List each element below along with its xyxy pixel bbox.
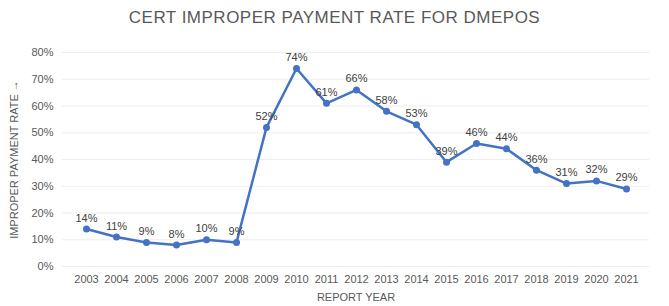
svg-text:2009: 2009 [254,273,278,285]
svg-text:2003: 2003 [74,273,98,285]
svg-text:2010: 2010 [284,273,308,285]
svg-text:44%: 44% [495,131,517,143]
svg-text:0%: 0% [38,260,54,272]
svg-text:IMPROPER PAYMENT RATE →: IMPROPER PAYMENT RATE → [8,80,20,239]
svg-text:52%: 52% [255,110,277,122]
svg-text:2015: 2015 [434,273,458,285]
svg-text:31%: 31% [555,166,577,178]
svg-text:61%: 61% [315,86,337,98]
svg-text:8%: 8% [169,228,185,240]
svg-text:2018: 2018 [524,273,548,285]
svg-text:10%: 10% [195,222,217,234]
svg-text:9%: 9% [229,225,245,237]
svg-text:2004: 2004 [104,273,128,285]
svg-text:40%: 40% [31,153,53,165]
svg-text:10%: 10% [31,233,53,245]
svg-text:46%: 46% [465,126,487,138]
svg-text:20%: 20% [31,207,53,219]
svg-text:80%: 80% [31,46,53,58]
svg-text:2017: 2017 [494,273,518,285]
svg-text:2016: 2016 [464,273,488,285]
svg-text:2019: 2019 [554,273,578,285]
svg-text:70%: 70% [31,73,53,85]
svg-text:66%: 66% [345,72,367,84]
svg-text:2007: 2007 [194,273,218,285]
svg-text:2020: 2020 [584,273,608,285]
svg-text:39%: 39% [435,145,457,157]
svg-text:2021: 2021 [614,273,638,285]
svg-text:9%: 9% [139,225,155,237]
svg-text:2006: 2006 [164,273,188,285]
svg-text:2012: 2012 [344,273,368,285]
svg-text:32%: 32% [585,163,607,175]
svg-text:2013: 2013 [374,273,398,285]
svg-text:60%: 60% [31,100,53,112]
svg-text:2008: 2008 [224,273,248,285]
svg-text:58%: 58% [375,94,397,106]
svg-text:29%: 29% [615,171,637,183]
svg-text:74%: 74% [285,51,307,63]
html-text:CERT IMPROPER PAYMENT RATE FOR: CERT IMPROPER PAYMENT RATE FOR DMEPOS [128,8,541,27]
svg-text:2014: 2014 [404,273,428,285]
svg-text:2005: 2005 [134,273,158,285]
svg-text:REPORT YEAR: REPORT YEAR [317,291,395,303]
svg-text:11%: 11% [106,220,127,232]
svg-text:53%: 53% [405,107,427,119]
svg-text:36%: 36% [525,153,547,165]
svg-text:2011: 2011 [315,273,339,285]
svg-text:50%: 50% [31,126,53,138]
svg-text:14%: 14% [75,212,97,224]
svg-text:30%: 30% [31,180,53,192]
